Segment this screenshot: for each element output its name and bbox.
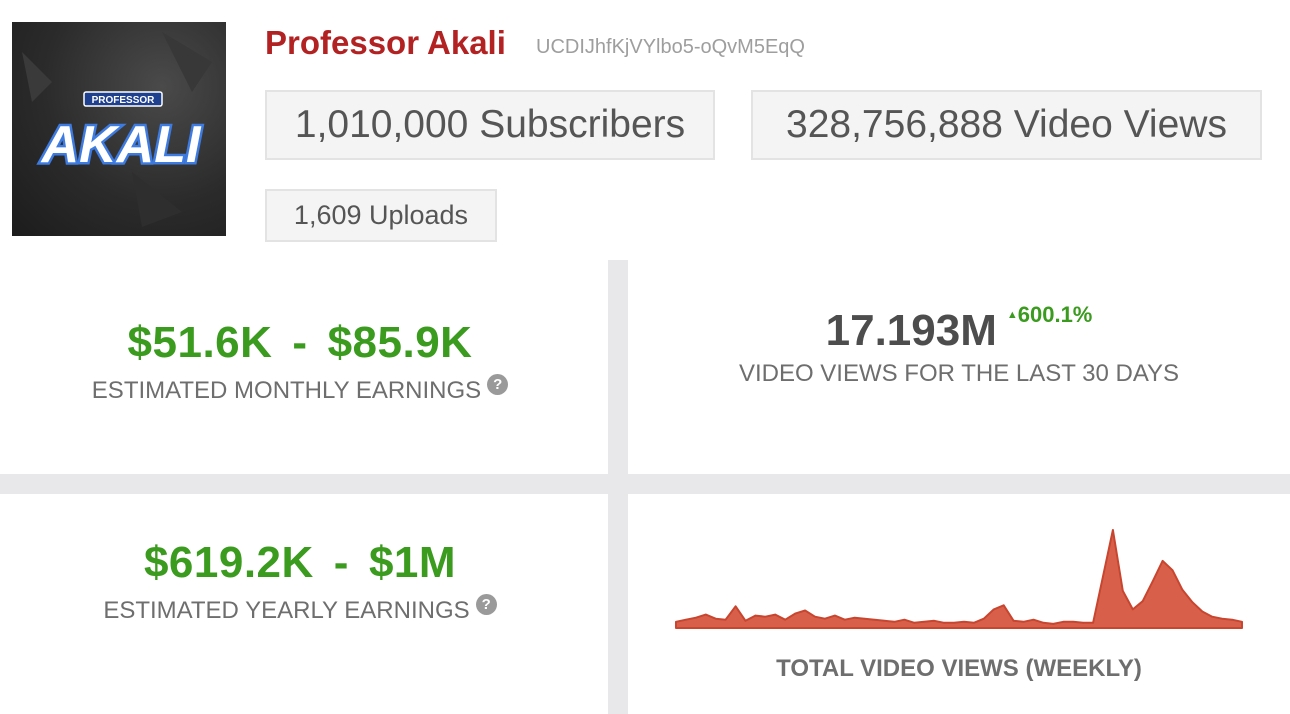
weekly-views-point — [1052, 623, 1055, 625]
weekly-views-point — [734, 605, 737, 608]
weekly-views-point — [1211, 615, 1213, 618]
range-dash: - — [333, 538, 349, 587]
monthly-earnings-caption: ESTIMATED MONTHLY EARNINGS — [91, 377, 482, 404]
subscribers-count: 1,010,000 Subscribers — [265, 90, 715, 160]
last30-views-row: 17.193M ▲600.1% — [628, 302, 1290, 356]
weekly-views-point — [923, 621, 925, 623]
weekly-views-point — [784, 618, 786, 621]
channel-avatar: PROFESSOR AKALI — [12, 22, 226, 236]
yearly-earnings-low: $619.2K — [143, 538, 314, 587]
weekly-views-point — [1112, 529, 1114, 531]
avatar-big-text: AKALI — [40, 116, 202, 174]
growth-up-icon: ▲ — [1006, 309, 1018, 321]
weekly-views-point — [754, 614, 757, 617]
yearly-earnings-range: $619.2K - $1M — [0, 538, 600, 588]
help-icon[interactable]: ? — [475, 594, 497, 615]
yearly-earnings-high: $1M — [368, 538, 457, 587]
help-icon[interactable]: ? — [487, 374, 509, 395]
weekly-views-point — [1032, 618, 1035, 621]
weekly-views-point — [1062, 621, 1065, 623]
akali-logo: PROFESSOR AKALI — [22, 32, 212, 227]
weekly-views-point — [1082, 622, 1084, 624]
weekly-views-point — [873, 618, 876, 621]
weekly-views-chart — [675, 529, 1243, 629]
uploads-count: 1,609 Uploads — [265, 189, 497, 242]
monthly-earnings-range: $51.6K - $85.9K — [0, 318, 600, 368]
growth-percent: 600.1% — [1017, 302, 1093, 327]
weekly-views-point — [943, 622, 945, 624]
weekly-views-point — [1102, 575, 1104, 578]
weekly-views-point — [844, 618, 846, 621]
weekly-views-point — [774, 613, 777, 616]
weekly-views-point — [804, 609, 806, 612]
channel-name[interactable]: Professor Akali — [265, 24, 506, 61]
weekly-views-point — [1002, 604, 1005, 607]
weekly-views-point — [983, 617, 985, 620]
weekly-views-point — [1231, 618, 1233, 621]
weekly-views-point — [744, 620, 747, 622]
weekly-views-point — [953, 622, 955, 624]
weekly-views-point — [1092, 622, 1094, 624]
weekly-chart-title: TOTAL VIDEO VIEWS (WEEKLY) — [776, 655, 1142, 682]
weekly-views-point — [1161, 560, 1164, 562]
weekly-views-point — [963, 621, 965, 623]
avatar-small-text: PROFESSOR — [92, 95, 156, 106]
weekly-views-point — [1022, 621, 1025, 623]
weekly-views-point — [1122, 590, 1124, 592]
weekly-views-point — [883, 620, 886, 622]
weekly-views-point — [794, 612, 796, 615]
weekly-views-point — [705, 613, 707, 616]
weekly-views-point — [1141, 600, 1144, 602]
last30-views-panel: 17.193M ▲600.1% VIDEO VIEWS FOR THE LAST … — [628, 302, 1290, 388]
weekly-views-point — [1181, 589, 1184, 591]
weekly-views-point — [933, 620, 935, 622]
weekly-views-point — [714, 617, 717, 620]
weekly-views-point — [993, 608, 995, 611]
weekly-views-point — [1171, 569, 1174, 571]
weekly-views-point — [1241, 621, 1243, 623]
weekly-views-point — [1221, 617, 1223, 620]
channel-id: UCDIJhfKjVYlbo5-oQvM5EqQ — [536, 36, 805, 58]
weekly-views-point — [685, 618, 687, 621]
weekly-views-point — [814, 615, 816, 618]
weekly-views-point — [903, 618, 906, 621]
weekly-views-point — [764, 615, 767, 618]
weekly-views-point — [1042, 622, 1045, 624]
weekly-views-point — [1072, 621, 1074, 623]
monthly-earnings-panel: $51.6K - $85.9K ESTIMATED MONTHLY EARNINGS… — [0, 318, 600, 405]
weekly-views-point — [1132, 608, 1134, 611]
weekly-views-point — [863, 617, 866, 620]
weekly-views-point — [973, 622, 975, 624]
weekly-views-point — [893, 621, 896, 623]
weekly-views-point — [724, 618, 727, 621]
growth-indicator: ▲600.1% — [1007, 302, 1093, 327]
monthly-earnings-high: $85.9K — [327, 318, 473, 367]
yearly-earnings-label: ESTIMATED YEARLY EARNINGS? — [0, 594, 600, 625]
weekly-views-area — [675, 529, 1243, 629]
horizontal-divider — [0, 474, 1290, 494]
weekly-views-point — [675, 621, 677, 623]
weekly-views-point — [1012, 620, 1015, 622]
weekly-views-point — [695, 616, 697, 619]
monthly-earnings-low: $51.6K — [127, 318, 273, 367]
weekly-views-point — [913, 622, 916, 624]
weekly-views-point — [1201, 610, 1204, 613]
weekly-views-point — [834, 614, 836, 617]
yearly-earnings-panel: $619.2K - $1M ESTIMATED YEARLY EARNINGS? — [0, 538, 600, 625]
weekly-views-point — [853, 616, 856, 619]
weekly-views-point — [824, 617, 826, 620]
video-views-count: 328,756,888 Video Views — [751, 90, 1262, 160]
range-dash: - — [292, 318, 308, 367]
last30-views-value: 17.193M — [825, 306, 997, 355]
weekly-views-point — [1191, 601, 1194, 603]
monthly-earnings-label: ESTIMATED MONTHLY EARNINGS? — [0, 374, 600, 405]
weekly-views-point — [1151, 580, 1154, 583]
yearly-earnings-caption: ESTIMATED YEARLY EARNINGS — [103, 597, 470, 624]
last30-views-label: VIDEO VIEWS FOR THE LAST 30 DAYS — [738, 360, 1180, 387]
